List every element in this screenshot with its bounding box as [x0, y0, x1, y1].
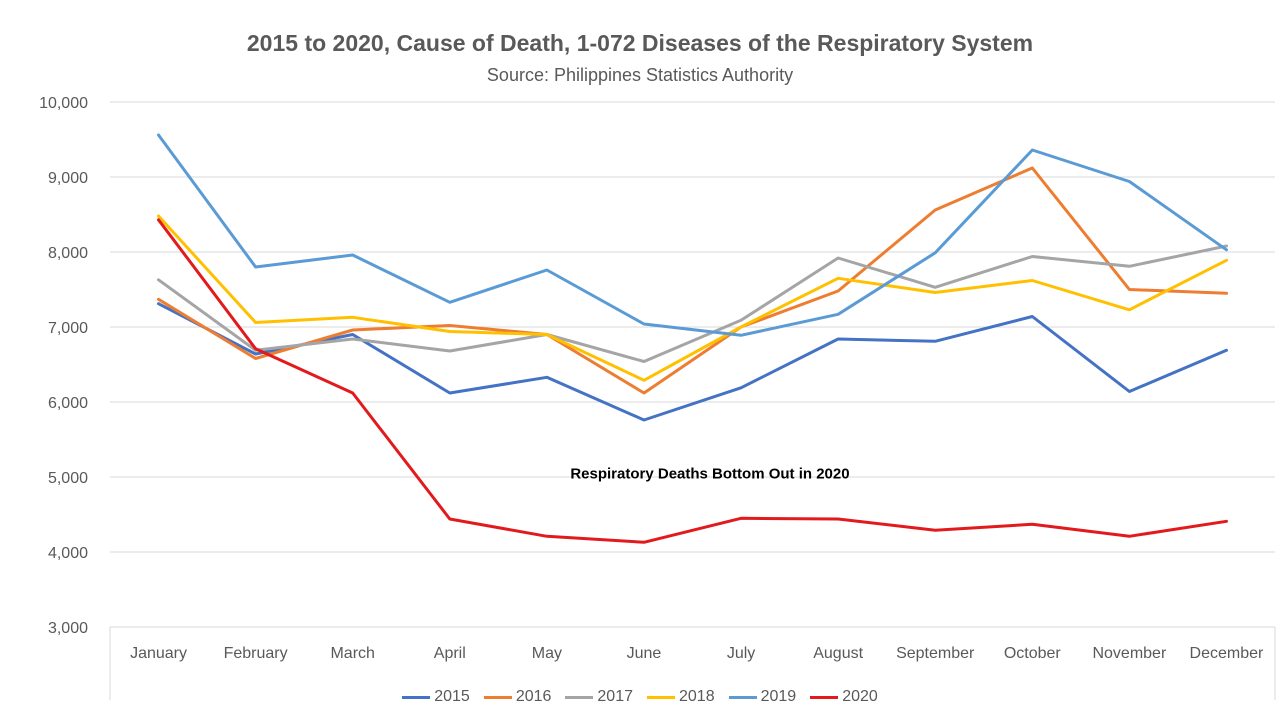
x-tick-label: April: [434, 645, 466, 662]
x-tick-label: February: [224, 645, 288, 662]
y-tick-label: 6,000: [48, 395, 88, 412]
legend-swatch: [402, 695, 431, 699]
y-tick-label: 9,000: [48, 170, 88, 187]
series-line-2015: [157, 302, 1228, 422]
series-line-2017: [157, 244, 1228, 363]
series-line-2020: [157, 218, 1228, 544]
y-tick-label: 10,000: [39, 95, 88, 112]
legend-label: 2020: [842, 688, 878, 705]
legend-swatch: [728, 695, 757, 699]
legend-item-2018: 2018: [647, 688, 715, 706]
legend: 2015 2016 2017 2018 2019 2020: [0, 688, 1280, 706]
x-tick-label: September: [896, 645, 975, 662]
series-line-2019: [157, 133, 1228, 337]
legend-label: 2015: [434, 688, 470, 705]
y-tick-label: 8,000: [48, 245, 88, 262]
legend-label: 2018: [679, 688, 715, 705]
legend-label: 2019: [760, 688, 797, 705]
chart-title: 2015 to 2020, Cause of Death, 1-072 Dise…: [246, 30, 1034, 56]
chart-subtitle: Source: Philippines Statistics Authority: [486, 65, 794, 85]
legend-swatch: [647, 695, 675, 699]
legend-label: 2016: [515, 688, 552, 705]
legend-swatch: [483, 695, 512, 699]
x-tick-label: July: [727, 645, 755, 662]
y-tick-label: 7,000: [48, 320, 88, 337]
series-line-2018: [157, 214, 1228, 382]
legend-item-2015: 2015: [402, 688, 470, 706]
legend-swatch: [565, 695, 594, 699]
legend-item-2019: 2019: [728, 688, 797, 706]
x-tick-label: January: [130, 645, 187, 662]
legend-item-2020: 2020: [810, 688, 878, 706]
x-tick-label: November: [1092, 645, 1166, 662]
y-tick-label: 4,000: [48, 545, 88, 562]
x-tick-label: March: [330, 645, 374, 662]
x-tick-label: June: [627, 645, 662, 662]
x-tick-label: October: [1004, 645, 1062, 662]
x-tick-label: May: [532, 645, 562, 662]
y-tick-label: 3,000: [48, 620, 88, 637]
y-tick-label: 5,000: [48, 470, 88, 487]
annotation-label: Respiratory Deaths Bottom Out in 2020: [570, 466, 849, 483]
series-line-2016: [157, 166, 1228, 395]
legend-label: 2017: [597, 688, 633, 705]
x-tick-label: December: [1190, 645, 1264, 662]
legend-item-2016: 2016: [483, 688, 552, 706]
x-tick-label: August: [813, 645, 863, 662]
legend-swatch: [810, 695, 839, 699]
legend-item-2017: 2017: [565, 688, 633, 706]
